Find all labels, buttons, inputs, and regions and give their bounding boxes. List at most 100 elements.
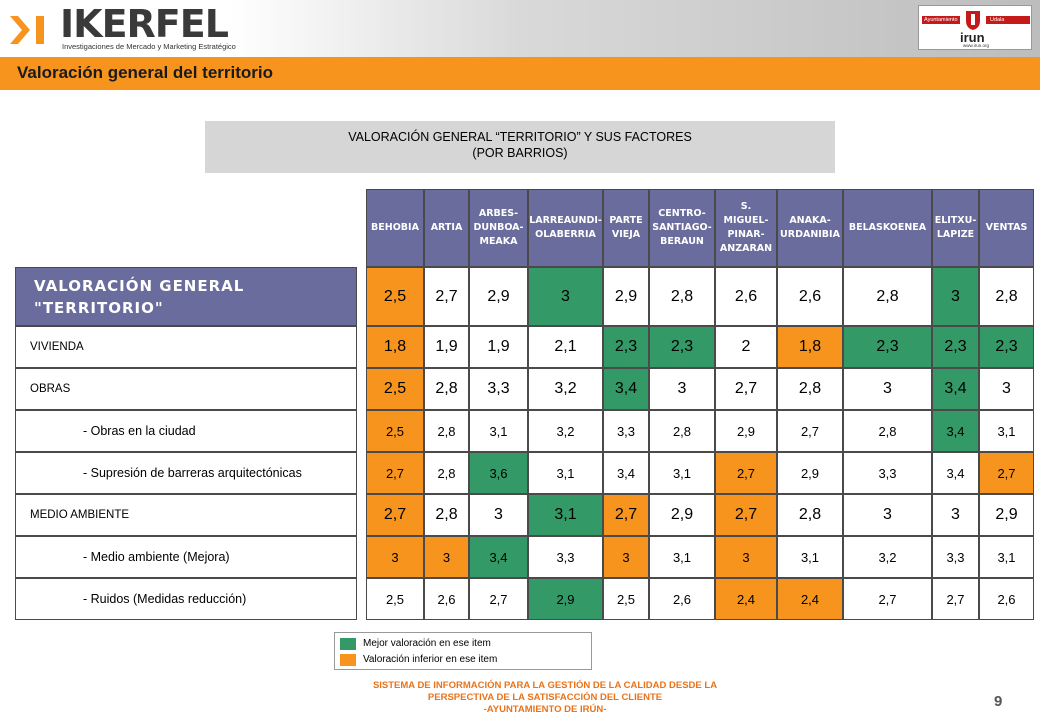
page-number: 9: [994, 693, 1003, 710]
table-cell: 2,9: [777, 452, 843, 494]
irun-right-label: Udala: [986, 16, 1030, 24]
table-cell: 3,1: [528, 494, 603, 536]
table-cell: 3: [979, 368, 1034, 410]
table-cell: 2,5: [603, 578, 649, 620]
column-header-line: CENTRO-: [658, 208, 706, 219]
row-label-line: MEDIO AMBIENTE: [30, 509, 130, 521]
table-cell: 2,7: [777, 410, 843, 452]
column-header: BELASKOENEA: [843, 189, 932, 267]
table-cell: 2,7: [366, 494, 424, 536]
table-cell: 2: [715, 326, 777, 368]
table-cell: 2,7: [469, 578, 528, 620]
table-cell: 3,2: [528, 368, 603, 410]
legend-best-label: Mejor valoración en ese item: [363, 638, 491, 649]
table-cell: 3,1: [469, 410, 528, 452]
column-header: S. MIGUEL- PINAR- ANZARAN: [715, 189, 777, 267]
column-header-line: S. MIGUEL-: [723, 201, 769, 226]
table-cell: 2,4: [777, 578, 843, 620]
table-cell: 3,2: [528, 410, 603, 452]
legend: Mejor valoración en ese item Valoración …: [334, 632, 592, 670]
table-cell: 2,3: [979, 326, 1034, 368]
crest-icon: [966, 11, 980, 30]
table-cell: 3,1: [649, 452, 715, 494]
row-label: MEDIO AMBIENTE: [15, 494, 357, 536]
table-cell: 2,9: [528, 578, 603, 620]
column-header: VENTAS: [979, 189, 1034, 267]
table-cell: 3: [932, 494, 979, 536]
row-label-line: OBRAS: [30, 383, 71, 395]
column-header-line: VENTAS: [985, 222, 1028, 233]
row-label-line: - Ruidos (Medidas reducción): [83, 592, 247, 606]
column-header-line: OLABERRIA: [535, 229, 596, 240]
table-cell: 2,3: [843, 326, 932, 368]
title-bar: Valoración general del territorio: [0, 57, 1040, 90]
table-cell: 3,4: [469, 536, 528, 578]
table-cell: 3: [715, 536, 777, 578]
column-header: ELITXU- LAPIZE: [932, 189, 979, 267]
table-cell: 2,5: [366, 410, 424, 452]
table-cell: 2,8: [649, 267, 715, 326]
brand-tagline: Investigaciones de Mercado y Marketing E…: [62, 42, 236, 51]
table-cell: 2,3: [603, 326, 649, 368]
footer: SISTEMA DE INFORMACIÓN PARA LA GESTIÓN D…: [300, 680, 790, 716]
table-cell: 2,4: [715, 578, 777, 620]
table-cell: 3,1: [979, 536, 1034, 578]
legend-worst-swatch: [340, 654, 356, 666]
column-header-line: ARTIA: [430, 222, 463, 233]
table-cell: 3: [603, 536, 649, 578]
row-label-line: VIVIENDA: [30, 341, 84, 353]
table-cell: 2,9: [979, 494, 1034, 536]
table-cell: 3,1: [528, 452, 603, 494]
row-label-line: - Medio ambiente (Mejora): [83, 550, 230, 564]
column-header-line: PINAR-: [727, 229, 765, 240]
table-cell: 2,3: [932, 326, 979, 368]
table-cell: 3: [843, 494, 932, 536]
table-cell: 2,8: [843, 410, 932, 452]
legend-best-swatch: [340, 638, 356, 650]
irun-url: www.irun.org: [963, 43, 990, 48]
column-header-line: ANAKA-: [789, 215, 831, 226]
table-cell: 2,7: [424, 267, 469, 326]
table-cell: 2,7: [715, 368, 777, 410]
page-title: Valoración general del territorio: [17, 63, 274, 82]
table-cell: 3,4: [603, 368, 649, 410]
table-cell: 2,8: [424, 410, 469, 452]
table-cell: 2,6: [649, 578, 715, 620]
column-header: PARTE VIEJA: [603, 189, 649, 267]
column-header-line: SANTIAGO-: [652, 222, 712, 233]
table-cell: 3,4: [932, 452, 979, 494]
table-cell: 2,5: [366, 368, 424, 410]
table-cell: 3: [932, 267, 979, 326]
table-cell: 2,5: [366, 267, 424, 326]
table-cell: 2,3: [649, 326, 715, 368]
ikerfel-chevron-icon: [10, 16, 44, 44]
table-cell: 3,3: [603, 410, 649, 452]
column-header-line: BERAUN: [660, 236, 704, 247]
row-label-line: VALORACIÓN GENERAL: [34, 276, 245, 295]
table-cell: 2,6: [979, 578, 1034, 620]
table-cell: 3,1: [649, 536, 715, 578]
footer-line-3: -AYUNTAMIENTO DE IRÚN-: [483, 704, 607, 715]
table-cell: 3,3: [469, 368, 528, 410]
table-cell: 2,8: [649, 410, 715, 452]
table-cell: 3: [649, 368, 715, 410]
row-label: VIVIENDA: [15, 326, 357, 368]
row-label: - Ruidos (Medidas reducción): [15, 578, 357, 620]
row-label-line: - Obras en la ciudad: [83, 424, 196, 438]
column-header: CENTRO- SANTIAGO- BERAUN: [649, 189, 715, 267]
table-cell: 2,8: [424, 452, 469, 494]
column-header-line: PARTE: [609, 215, 643, 226]
table-cell: 3: [528, 267, 603, 326]
table-cell: 3,4: [603, 452, 649, 494]
table-cell: 2,9: [469, 267, 528, 326]
row-label: OBRAS: [15, 368, 357, 410]
column-header-line: BELASKOENEA: [848, 222, 927, 233]
table-cell: 3: [424, 536, 469, 578]
footer-line-2: PERSPECTIVA DE LA SATISFACCIÓN DEL CLIEN…: [427, 692, 663, 703]
table-cell: 3,4: [932, 410, 979, 452]
table-cell: 1,9: [424, 326, 469, 368]
table-cell: 3: [469, 494, 528, 536]
table-cell: 3,2: [843, 536, 932, 578]
table-cell: 3,3: [843, 452, 932, 494]
table-cell: 2,7: [366, 452, 424, 494]
